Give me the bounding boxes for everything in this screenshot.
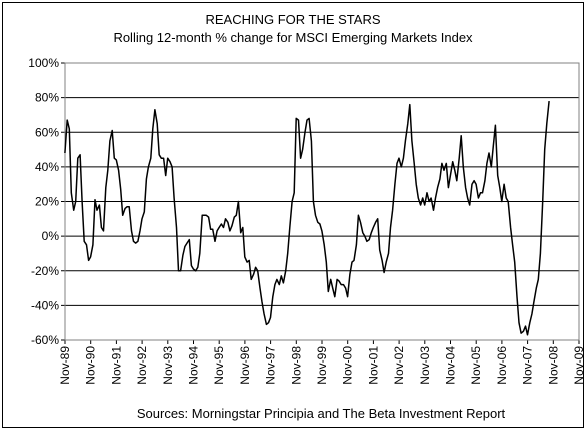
y-tick-label: 100% xyxy=(28,56,59,70)
y-tick-label: 20% xyxy=(35,195,59,209)
x-tick-label: Nov-01 xyxy=(366,346,380,385)
x-tick-label: Nov-08 xyxy=(546,346,560,385)
x-tick-label: Nov-99 xyxy=(315,346,329,385)
x-tick-label: Nov-94 xyxy=(187,346,201,385)
x-tick-label: Nov-04 xyxy=(444,346,458,385)
chart-subtitle: Rolling 12-month % change for MSCI Emerg… xyxy=(113,30,473,45)
y-tick-label: 80% xyxy=(35,91,59,105)
x-tick-label: Nov-97 xyxy=(264,346,278,385)
x-tick-label: Nov-93 xyxy=(161,346,175,385)
chart-frame: REACHING FOR THE STARS Rolling 12-month … xyxy=(2,2,586,428)
chart-title: REACHING FOR THE STARS xyxy=(205,12,380,27)
x-tick-label: Nov-96 xyxy=(238,346,252,385)
x-axis: Nov-89 Nov-90 Nov-91 Nov-92 Nov-93 Nov-94 Nov-… xyxy=(58,340,586,385)
series-group xyxy=(64,101,550,336)
y-tick-label: -20% xyxy=(31,264,59,278)
x-tick-label: Nov-03 xyxy=(418,346,432,385)
y-tick-label: -60% xyxy=(31,333,59,347)
plot-area xyxy=(64,62,580,341)
x-tick-label: Nov-06 xyxy=(495,346,509,385)
source-note: Sources: Morningstar Principia and The B… xyxy=(137,406,506,421)
x-tick-label: Nov-98 xyxy=(289,346,303,385)
x-tick-label: Nov-90 xyxy=(84,346,98,385)
y-tick-label: 40% xyxy=(35,160,59,174)
x-tick-label: Nov-92 xyxy=(135,346,149,385)
x-tick-label: Nov-05 xyxy=(469,346,483,385)
x-tick-label: Nov-07 xyxy=(521,346,535,385)
x-tick-label: Nov-00 xyxy=(341,346,355,385)
x-tick-label: Nov-91 xyxy=(109,346,123,385)
x-tick-label: Nov-89 xyxy=(58,346,72,385)
series-line xyxy=(64,101,550,336)
line-chart: REACHING FOR THE STARS Rolling 12-month … xyxy=(28,12,586,421)
y-tick-label: -40% xyxy=(31,298,59,312)
x-tick-label: Nov-95 xyxy=(212,346,226,385)
y-tick-label: 60% xyxy=(35,125,59,139)
x-tick-label: Nov-09 xyxy=(572,346,583,385)
x-tick-label: Nov-02 xyxy=(392,346,406,385)
y-axis: -60% -40% -20% 0% 20% 40% 60% 80% 100% xyxy=(28,56,65,347)
y-tick-label: 0% xyxy=(42,229,60,243)
